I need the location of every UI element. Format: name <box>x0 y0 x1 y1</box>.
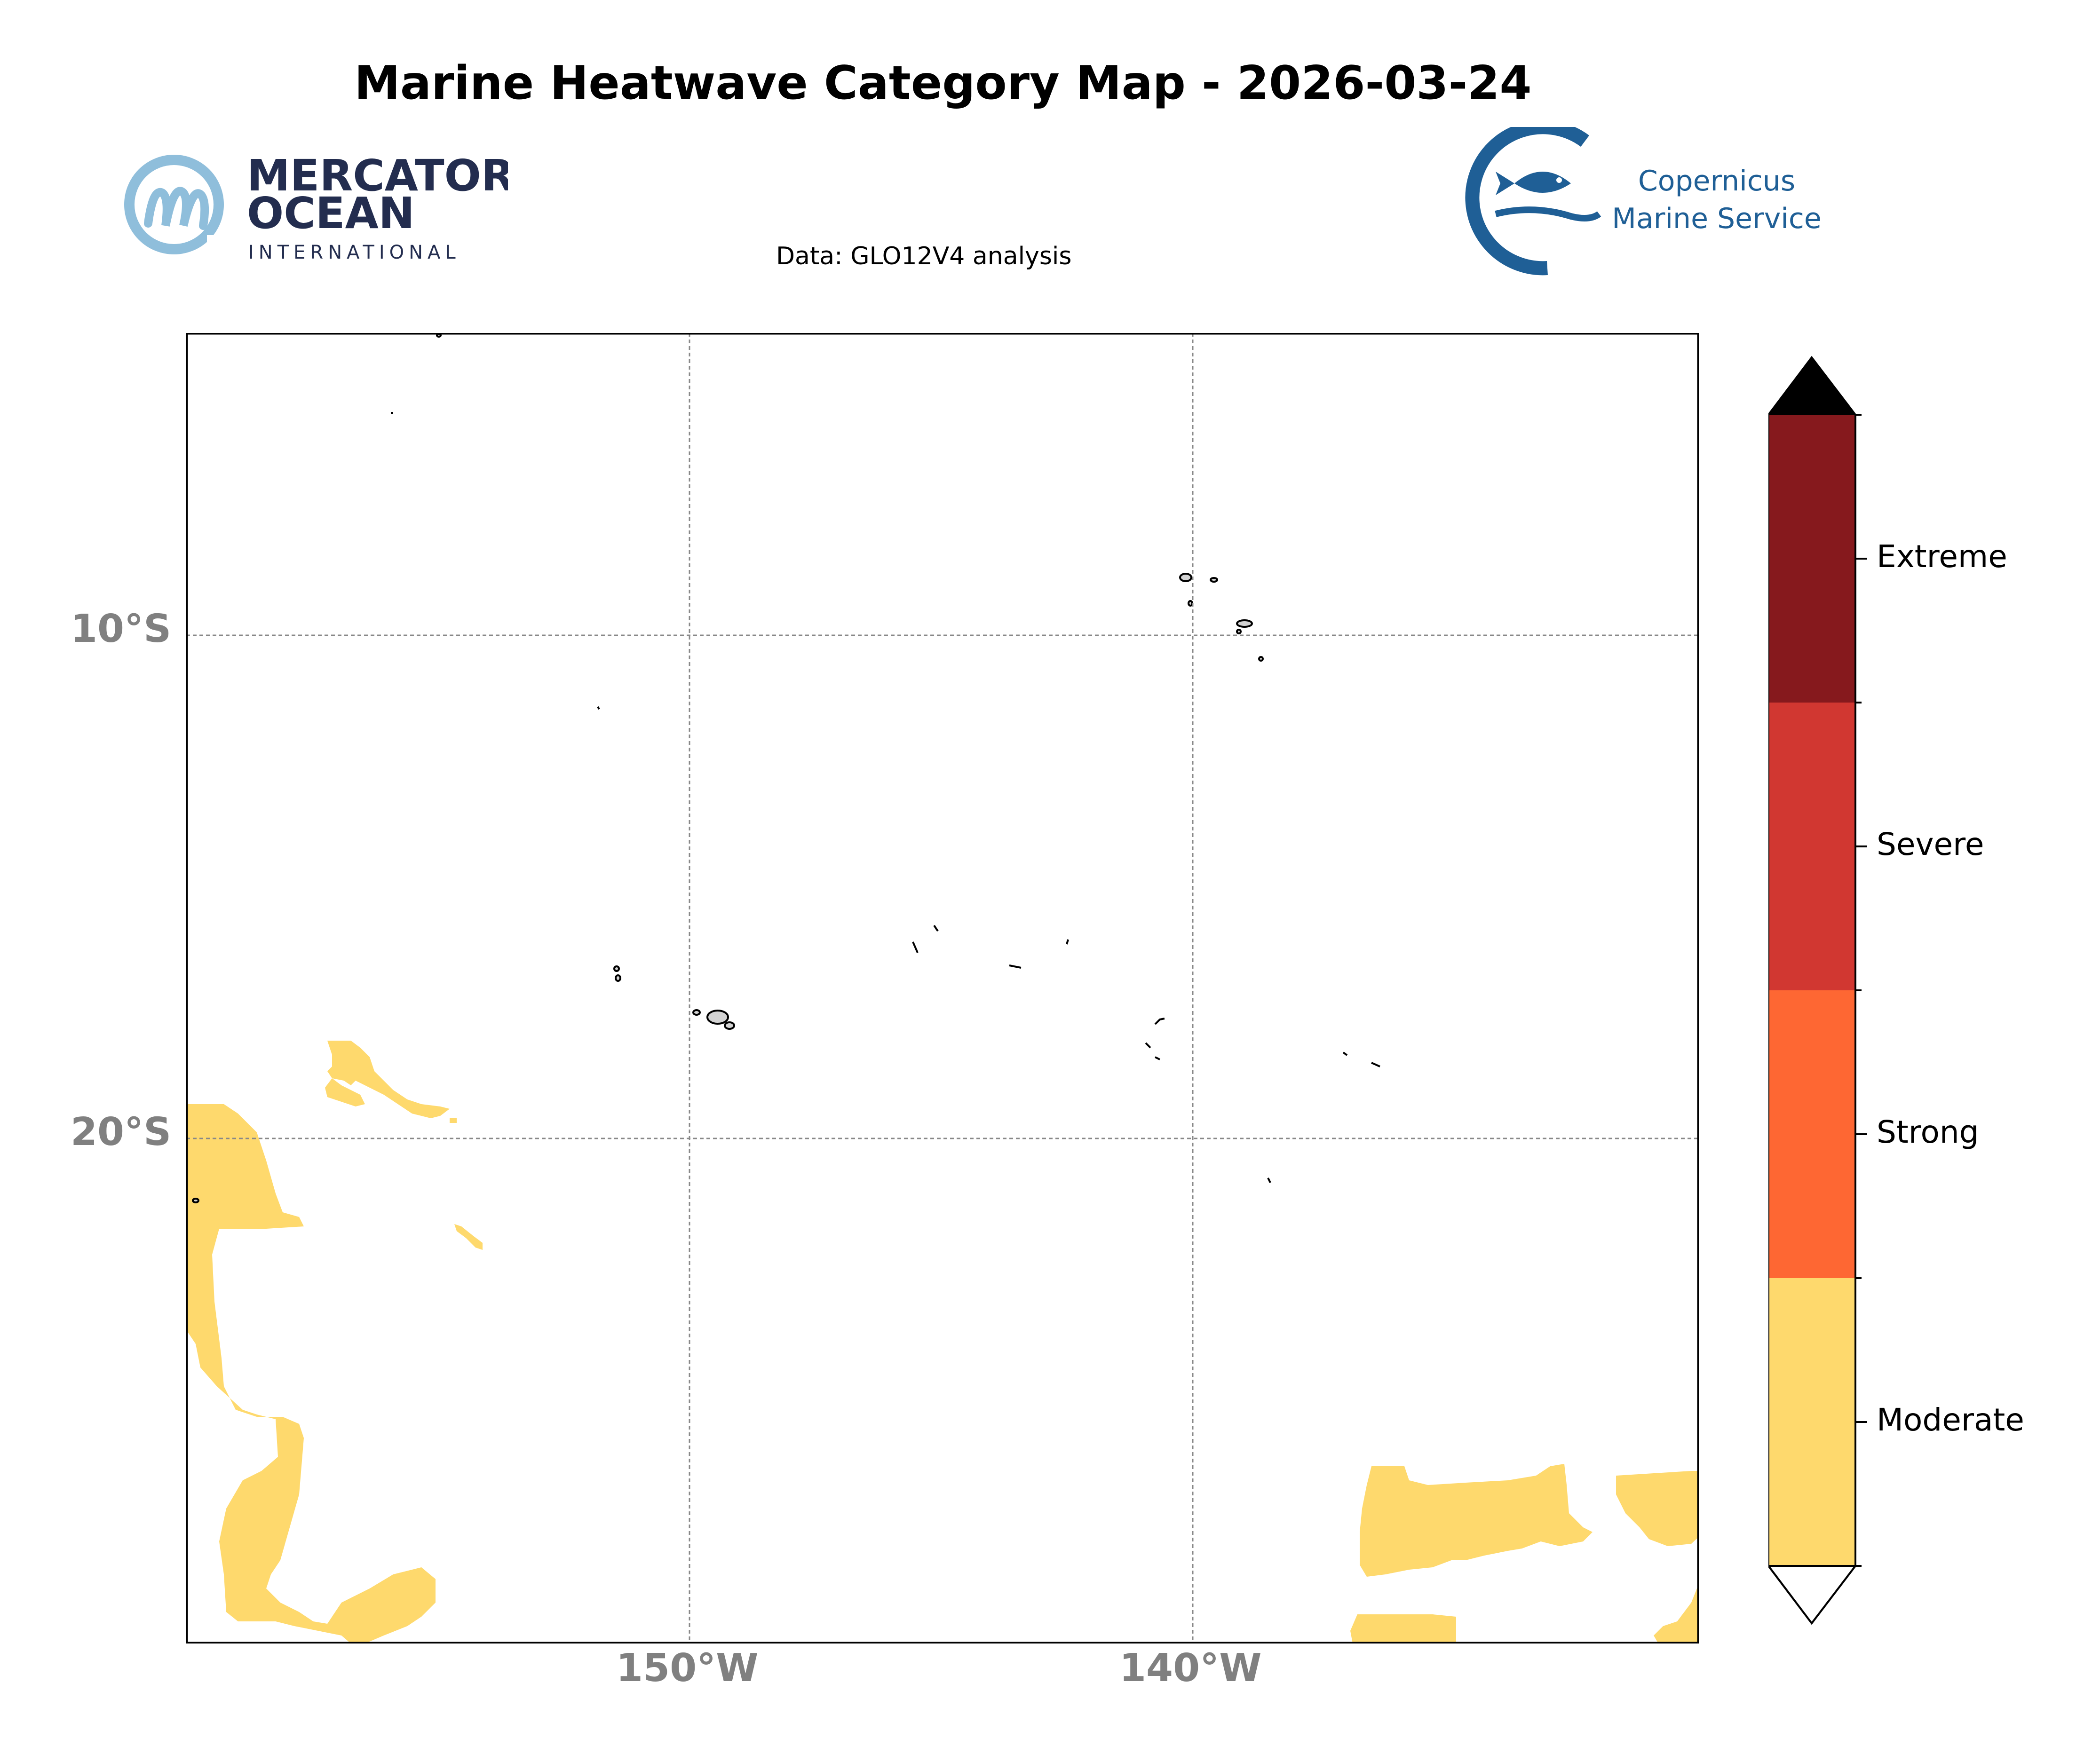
island-tahiti <box>706 1010 729 1025</box>
map-frame <box>186 333 1699 1643</box>
colorbar-label-extreme: Extreme <box>1877 538 2007 575</box>
moderate-heatwave-regions <box>186 1041 1699 1643</box>
island-marquesas-2 <box>1210 577 1218 583</box>
island-moorea <box>692 1009 701 1016</box>
copernicus-logo-line2: Marine Service <box>1612 202 1822 235</box>
island-tahiti-iti <box>724 1021 735 1030</box>
colorbar-strong <box>1768 990 1855 1278</box>
wave-icon <box>1495 206 1601 221</box>
colorbar-label-moderate: Moderate <box>1877 1402 2024 1438</box>
heatwave-region-west <box>186 1104 436 1643</box>
colorbar-extreme <box>1768 415 1855 703</box>
lat-label-20s: 20°S <box>71 1110 172 1154</box>
mercator-logo-m <box>144 187 209 230</box>
colorbar-label-strong: Strong <box>1877 1114 1979 1150</box>
heatwave-region-arc <box>327 1041 450 1118</box>
colorbar-over-triangle <box>1768 357 1855 415</box>
islands <box>192 333 1264 1203</box>
island-society-1 <box>613 965 620 972</box>
copernicus-marine-logo: Copernicus Marine Service <box>1465 127 1822 276</box>
island-west-edge <box>192 1198 199 1203</box>
island-marquesas-1 <box>1179 573 1192 582</box>
heatwave-region-east-edge <box>1616 1471 1699 1546</box>
colorbar-ticks <box>1855 414 1867 1567</box>
data-source-label: Data: GLO12V4 analysis <box>776 242 1072 270</box>
mercator-logo-line1: MERCATOR <box>247 150 508 201</box>
lon-label-140w: 140°W <box>1119 1646 1262 1691</box>
heatwave-region-speck <box>450 1118 457 1123</box>
colorbar-severe <box>1768 703 1855 990</box>
heatwave-region-south-strip <box>1350 1614 1456 1643</box>
fish-icon <box>1514 172 1571 193</box>
map-gridlines <box>186 333 1699 1643</box>
mercator-logo-ring <box>124 155 224 254</box>
colorbar-under-triangle <box>1768 1565 1858 1625</box>
heatwave-map <box>186 333 1699 1643</box>
heatwave-region-small <box>454 1224 483 1250</box>
heatwave-region-arc-tail <box>325 1078 365 1106</box>
category-colorbar <box>1768 356 1867 1625</box>
atolls <box>391 412 1380 1183</box>
island-marquesas-3 <box>1188 600 1193 607</box>
heatwave-region-south-corner <box>1654 1584 1699 1643</box>
island-marquesas-6 <box>1258 656 1264 662</box>
mercator-ocean-logo: MERCATOR OCEAN INTERNATIONAL <box>124 150 508 263</box>
colorbar-label-severe: Severe <box>1877 826 1984 862</box>
map-title: Marine Heatwave Category Map - 2026-03-2… <box>354 56 1532 110</box>
island-marquesas-5 <box>1236 629 1242 634</box>
mercator-logo-line2: OCEAN <box>247 188 415 238</box>
lon-label-150w: 150°W <box>616 1646 759 1691</box>
mercator-logo-line3: INTERNATIONAL <box>248 242 460 263</box>
colorbar-moderate <box>1768 1278 1855 1566</box>
copernicus-logo-line1: Copernicus <box>1638 165 1795 198</box>
lat-label-10s: 10°S <box>71 607 172 651</box>
island-society-2 <box>615 974 621 982</box>
island-marquesas-4 <box>1236 619 1253 628</box>
copernicus-logo-arc <box>1465 127 1589 276</box>
heatwave-region-southeast <box>1360 1464 1593 1577</box>
